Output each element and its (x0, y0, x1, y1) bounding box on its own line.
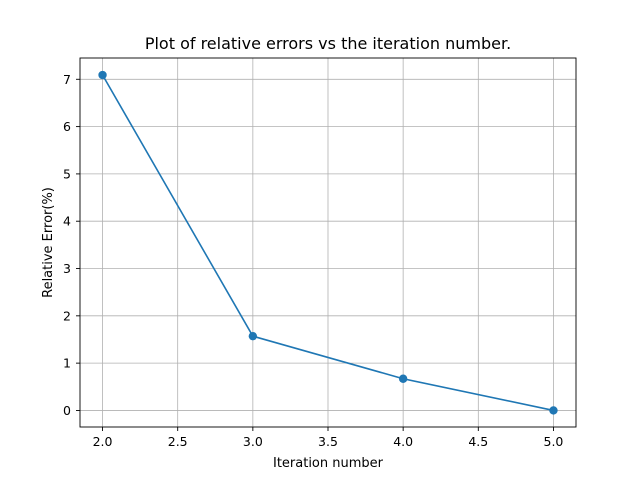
x-tick-label: 2.0 (93, 434, 113, 449)
data-point (398, 374, 408, 383)
data-point (248, 331, 258, 341)
y-tick-label: 1 (63, 356, 71, 371)
chart-title: Plot of relative errors vs the iteration… (145, 34, 511, 53)
y-tick-label: 5 (63, 166, 71, 181)
x-tick-label: 2.5 (168, 434, 188, 449)
y-tick-label: 3 (63, 261, 71, 276)
axis-ticks: 2.0 2.5 3.0 3.5 4.0 4.5 5.0 0 1 2 3 4 5 6 7 (63, 72, 563, 449)
data-point (98, 70, 107, 80)
grid-lines (80, 58, 576, 427)
x-tick-label: 3.5 (318, 434, 338, 449)
y-tick-label: 0 (63, 403, 71, 418)
x-tick-label: 4.0 (393, 434, 413, 449)
x-tick-label: 5.0 (544, 434, 564, 449)
x-axis-label: Iteration number (273, 456, 384, 471)
data-series (98, 70, 558, 415)
x-tick-label: 3.0 (243, 434, 263, 449)
x-tick-label: 4.5 (468, 434, 488, 449)
y-axis-label: Relative Error(%) (41, 187, 56, 298)
y-tick-label: 7 (63, 72, 71, 87)
data-point (549, 406, 558, 415)
y-tick-label: 6 (63, 119, 71, 134)
series-line (101, 74, 554, 412)
y-tick-label: 4 (63, 214, 71, 229)
y-tick-label: 2 (63, 308, 71, 323)
